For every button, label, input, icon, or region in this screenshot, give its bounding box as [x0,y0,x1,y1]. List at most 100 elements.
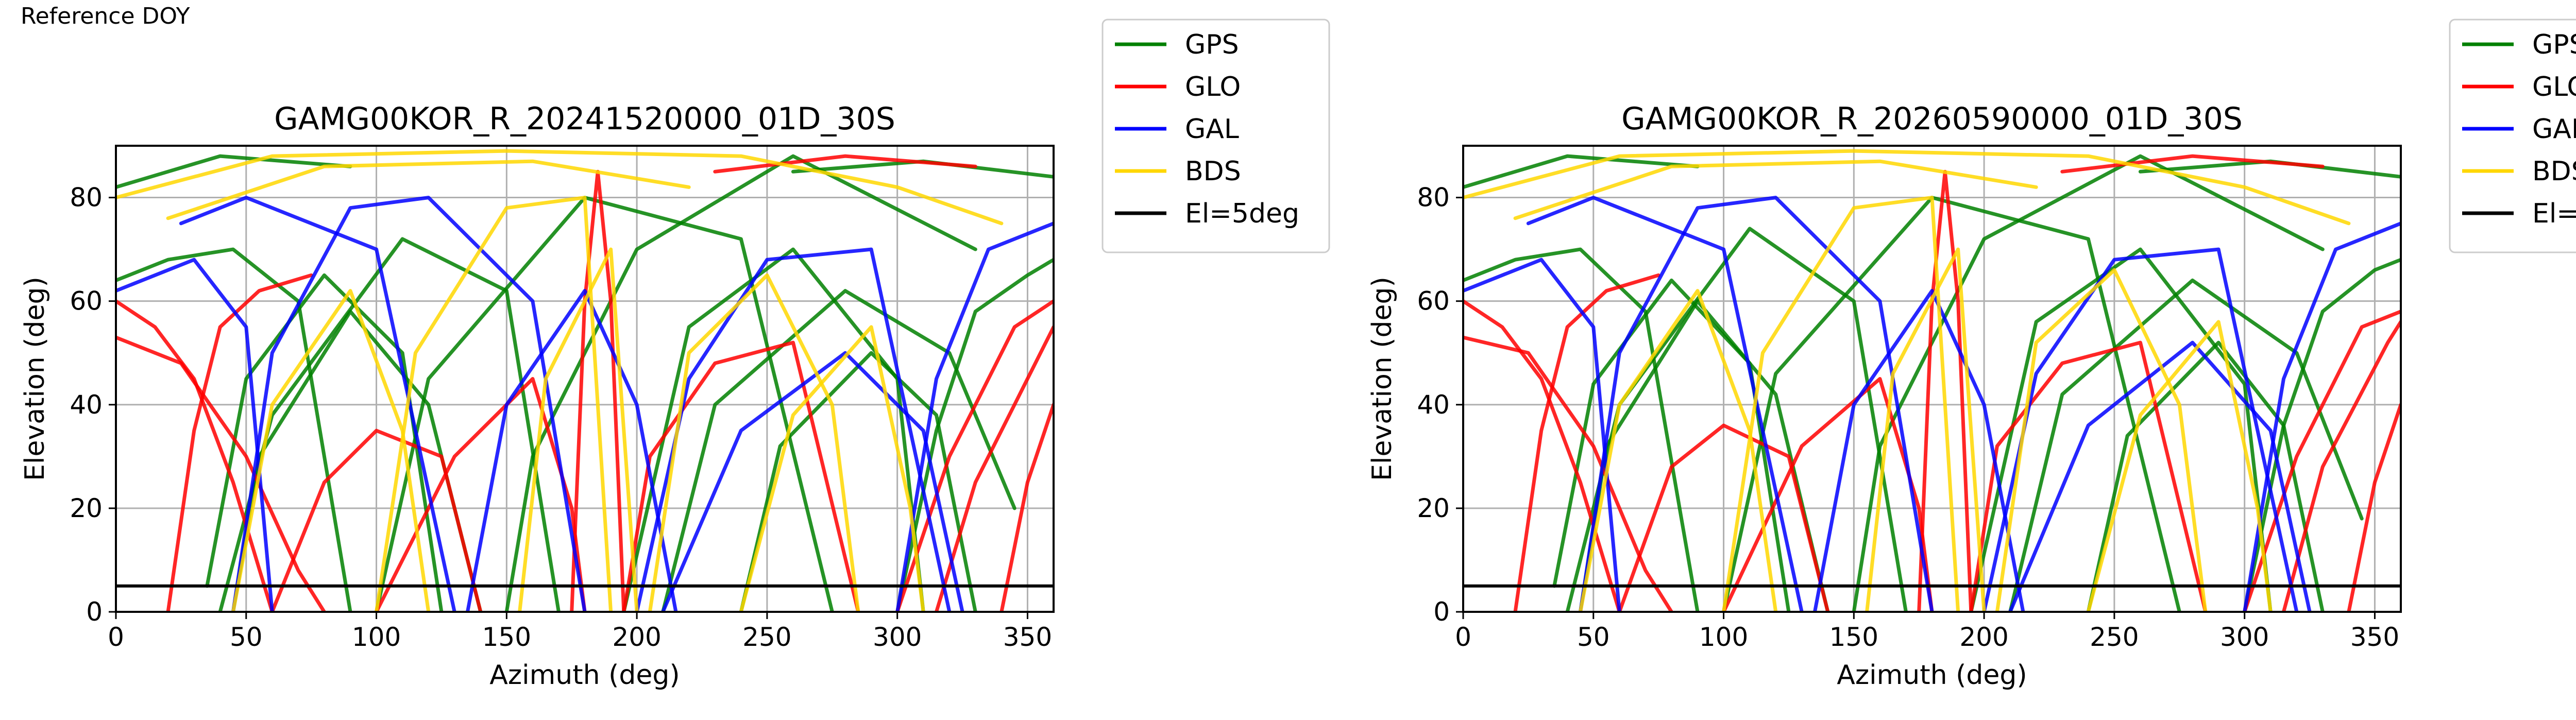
x-axis-label: Azimuth (deg) [1837,660,2027,691]
track-gps [622,247,925,612]
legend-label-glo: GLO [2532,72,2576,102]
track-gps [504,154,977,612]
track-gps [2086,340,2325,612]
track-glo [116,335,326,612]
y-tick-label: 20 [70,493,103,523]
track-bds [116,149,1004,226]
track-glo [895,299,1054,612]
track-bds [166,159,691,220]
track-gal [1526,196,1804,612]
track-gal [466,289,678,612]
x-axis-label: Azimuth (deg) [489,660,680,691]
track-bds [1463,149,2351,226]
plot-frame [115,145,1055,613]
y-tick-label: 40 [70,390,103,420]
x-tick-label: 100 [352,622,401,652]
legend-label-bds: BDS [2532,156,2576,187]
track-gal [2008,340,2312,612]
x-tick-label: 250 [742,622,791,652]
track-bds [375,196,613,612]
legend-label-el-5deg: El=5deg [2532,198,2576,229]
chart-panel-2: 0 50 100 150 200 250 300 350 0 20 40 60 80 GAMG00KOR_… [1367,19,2576,691]
legend: GPS GLO GAL BDS El=5deg [1101,19,1330,253]
track-gal [2243,221,2401,612]
track-glo [2282,320,2401,612]
track-glo [2243,310,2401,612]
legend-box [1101,19,1330,253]
legend-box [2449,19,2576,253]
x-tick-label: 50 [1577,622,1610,652]
figure-label: Reference DOY [21,3,190,29]
x-tick-label: 150 [1829,622,1878,652]
track-gps [116,247,352,612]
track-glo [1722,377,1934,612]
track-gal [895,221,1054,612]
x-tick-label: 0 [108,622,124,652]
track-glo [999,403,1054,612]
track-glo [1969,340,2208,612]
x-tick-label: 200 [612,622,661,652]
legend-label-bds: BDS [1185,156,1241,187]
legend-label-gal: GAL [2532,114,2576,145]
track-glo [1617,423,1830,612]
track-gal [661,351,964,612]
y-tick-label: 0 [86,597,103,627]
plot-frame [1462,145,2402,613]
track-bds [231,289,431,612]
legend-label-el-5deg: El=5deg [1185,198,1299,229]
track-glo [2347,403,2401,612]
x-tick-label: 350 [2350,622,2399,652]
y-axis-label: Elevation (deg) [20,277,50,481]
track-gps [661,289,1016,612]
x-tick-label: 300 [873,622,922,652]
track-gps [2243,258,2401,612]
track-gal [179,196,456,612]
track-gps [1969,247,2273,612]
x-tick-label: 150 [482,622,531,652]
y-tick-label: 40 [1417,390,1450,420]
track-gps [116,154,352,189]
legend-label-glo: GLO [1185,72,1241,102]
track-bds [1579,289,1778,612]
x-tick-label: 0 [1455,622,1471,652]
track-gps [2008,278,2364,612]
chart-title: GAMG00KOR_R_20260590000_01D_30S [1621,101,2243,137]
legend: GPS GLO GAL BDS El=5deg [2449,19,2576,253]
chart-title: GAMG00KOR_R_20241520000_01D_30S [274,101,895,137]
y-axis-label: Elevation (deg) [1367,277,1398,481]
track-gps [1463,247,1700,612]
track-glo [2060,154,2325,174]
track-bds [2086,320,2273,612]
x-tick-label: 350 [1003,622,1052,652]
legend-label-gps: GPS [2532,29,2576,60]
track-glo [166,273,313,612]
track-bds [648,273,860,612]
y-tick-label: 80 [1417,183,1450,213]
y-tick-label: 60 [1417,286,1450,316]
x-tick-label: 300 [2220,622,2269,652]
track-glo [1463,335,1673,612]
track-gal [1813,289,2025,612]
track-gps [1852,154,2325,612]
legend-label-gps: GPS [1185,29,1239,60]
x-tick-label: 100 [1699,622,1748,652]
track-gps [895,258,1054,612]
track-gps [1463,154,1700,189]
y-tick-label: 0 [1433,597,1450,627]
track-glo [622,340,860,612]
track-glo [1513,273,1660,612]
x-tick-label: 200 [1959,622,2008,652]
track-bds [1513,159,2038,220]
track-bds [739,325,925,612]
track-glo [375,377,587,612]
track-glo [713,154,977,174]
track-bds [518,247,639,612]
track-bds [1995,268,2208,612]
track-bds [1722,196,1960,612]
track-bds [1865,247,1986,612]
chart-panel-1: 0 50 100 150 200 250 300 350 0 20 40 60 80 GAMG00KOR_… [20,19,1330,691]
track-glo [270,428,483,612]
legend-label-gal: GAL [1185,114,1239,145]
x-tick-label: 50 [230,622,263,652]
